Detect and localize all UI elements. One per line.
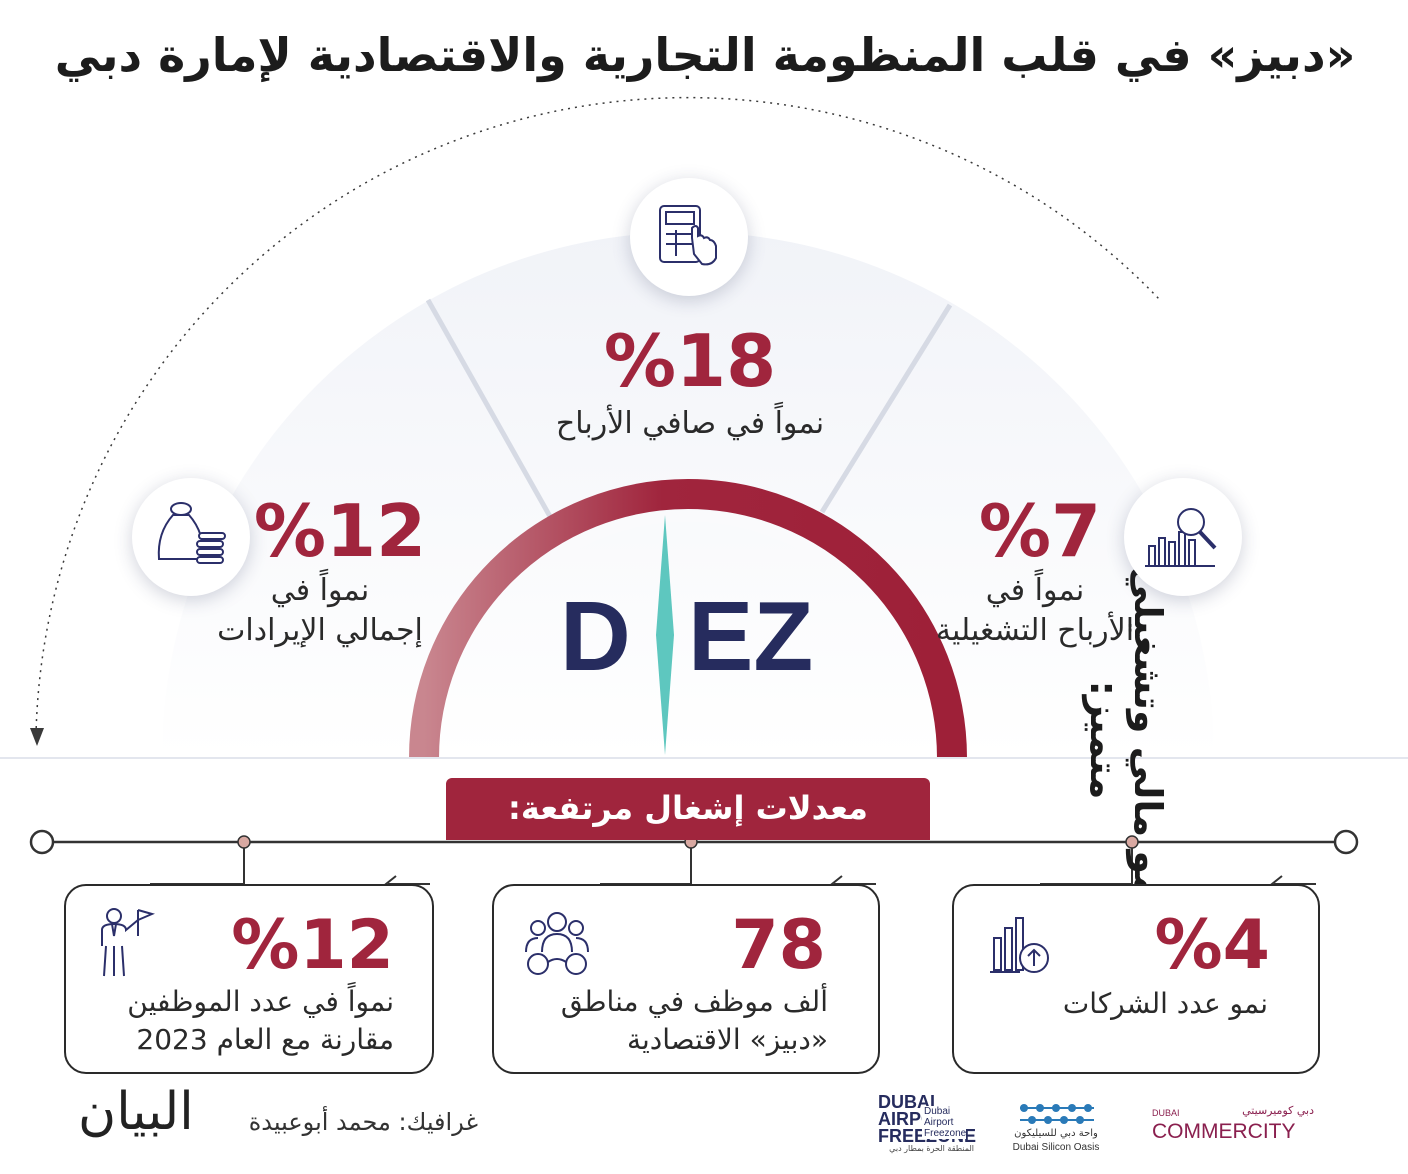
employees-growth-value: %12 — [231, 906, 394, 985]
dubai-silicon-oasis-logo: واحة دبي للسيليكون Dubai Silicon Oasis — [1006, 1100, 1106, 1156]
timeline-end-dot — [1333, 829, 1359, 855]
companies-growth-card: %4 نمو عدد الشركات — [952, 884, 1320, 1074]
employees-thousands-caption-line2: «دبيز» الاقتصادية — [627, 1023, 828, 1056]
employees-thousands-card: 78 ألف موظف في مناطق «دبيز» الاقتصادية — [492, 884, 880, 1074]
diez-logo-letter-d: D — [560, 581, 633, 691]
companies-growth-caption: نمو عدد الشركات — [1062, 987, 1268, 1020]
silicon-oasis-dots-icon — [1020, 1104, 1094, 1124]
spoke-right — [819, 303, 953, 514]
spoke-left — [425, 298, 555, 522]
leader-flag-icon — [101, 908, 155, 977]
operating-profit-value: %7 — [978, 489, 1102, 573]
operating-profit-caption-line1: نمواً في — [985, 573, 1085, 608]
employees-thousands-caption-line1: ألف موظف في مناطق — [560, 985, 828, 1018]
calculator-icon-badge — [630, 178, 748, 296]
employees-growth-card: %12 نمواً في عدد الموظفين مقارنة مع العا… — [64, 884, 434, 1074]
dubai-airport-freezone-logo: DUBAI AIRPORT FREEZONE Dubai Airport Fre… — [878, 1092, 976, 1153]
operating-profit-caption-line2: الأرباح التشغيلية — [935, 613, 1135, 648]
page-title: «دبيز» في قلب المنظومة التجارية والاقتصا… — [54, 28, 1356, 82]
arc-arrow-icon — [30, 728, 44, 746]
companies-growth-value: %4 — [1154, 906, 1270, 985]
bar-chart-up-icon — [990, 917, 1049, 973]
chart-magnifier-icon — [1145, 508, 1217, 567]
employees-growth-caption-line2: مقارنة مع العام 2023 — [136, 1023, 394, 1056]
employees-growth-caption-line1: نمواً في عدد الموظفين — [127, 985, 394, 1018]
graphic-credit: غرافيك: محمد أبوعبيدة — [248, 1108, 478, 1136]
albayan-logo: البيان — [78, 1082, 194, 1142]
revenue-caption-line2: إجمالي الإيرادات — [217, 613, 423, 648]
net-profit-caption: نمواً في صافي الأرباح — [555, 406, 825, 441]
calculator-icon — [659, 205, 717, 266]
dubai-commercity-logo: دبي كوميرسيتي DUBAI COMMERCITY — [1152, 1104, 1314, 1143]
dashed-arc — [35, 96, 1161, 736]
employees-icon — [525, 912, 589, 975]
diez-logo-letters-ez: EZ — [688, 581, 814, 691]
gauge-ring — [409, 479, 967, 759]
diez-logo: D EZ — [560, 580, 840, 691]
revenue-value: %12 — [253, 489, 427, 573]
occupancy-banner: معدلات إشغال مرتفعة: — [446, 778, 930, 840]
money-bag-icon — [157, 502, 226, 564]
employees-thousands-value: 78 — [731, 906, 826, 985]
diez-logo-needle — [656, 515, 674, 755]
timeline-start-dot — [29, 829, 55, 855]
net-profit-value: %18 — [603, 319, 777, 403]
chart-magnifier-icon-badge — [1124, 478, 1242, 596]
revenue-caption-line1: نمواً في — [270, 573, 370, 608]
money-bag-icon-badge — [132, 478, 250, 596]
